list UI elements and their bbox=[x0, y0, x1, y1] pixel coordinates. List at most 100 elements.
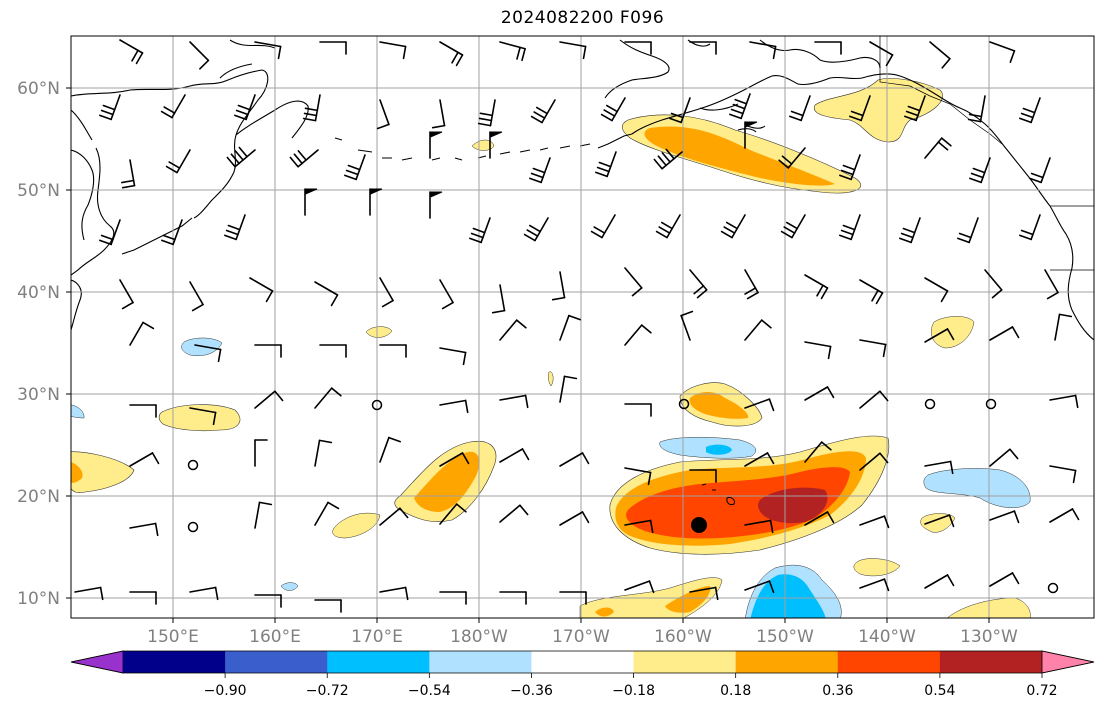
map-title: 2024082200 F096 bbox=[500, 8, 665, 28]
wind-barb bbox=[477, 99, 496, 127]
wind-barb bbox=[249, 277, 274, 303]
colorbar-tick-label: 0.54 bbox=[924, 683, 955, 699]
wind-barb bbox=[99, 219, 121, 246]
wind-barb bbox=[74, 586, 104, 601]
calm-wind-circle bbox=[371, 399, 383, 411]
colorbar-extend-min bbox=[70, 650, 124, 674]
wind-barb bbox=[129, 452, 160, 467]
wind-barb bbox=[120, 159, 136, 189]
shade-positive-32n bbox=[548, 371, 554, 387]
wind-barb bbox=[344, 154, 366, 181]
colorbar-box bbox=[735, 651, 839, 673]
wind-barb bbox=[161, 219, 183, 246]
wind-barb bbox=[319, 344, 347, 358]
wind-barb bbox=[559, 41, 587, 60]
wind-barb bbox=[859, 339, 887, 358]
wind-barb bbox=[439, 399, 469, 414]
wind-barb bbox=[376, 99, 390, 130]
boundaries bbox=[879, 36, 1094, 271]
wind-barb bbox=[439, 41, 464, 67]
wind-barb bbox=[869, 41, 894, 67]
colorbar-tick-label: −0.54 bbox=[408, 683, 451, 699]
wind-barb bbox=[379, 277, 394, 308]
wind-barb bbox=[160, 94, 186, 119]
coast-sakhalin bbox=[71, 147, 115, 276]
wind-barb bbox=[234, 94, 256, 121]
wind-barb bbox=[904, 95, 926, 122]
wind-barb bbox=[804, 341, 832, 360]
colorbar-tick-label: 0.72 bbox=[1026, 683, 1057, 699]
wind-barbs bbox=[74, 39, 1080, 613]
wind-barb bbox=[559, 314, 581, 341]
shade-negative-12n-small bbox=[280, 582, 299, 591]
wind-barb bbox=[439, 452, 470, 467]
wind-barb bbox=[529, 157, 551, 184]
wind-barb bbox=[689, 41, 717, 55]
colorbar-tick-label: −0.18 bbox=[612, 683, 655, 699]
wind-barb bbox=[729, 93, 751, 120]
wind-barb bbox=[689, 586, 719, 601]
colorbar-box bbox=[939, 651, 1043, 673]
shade-positive-dateline-core bbox=[414, 451, 480, 512]
wind-barb bbox=[314, 599, 342, 613]
wind-barb bbox=[967, 95, 986, 123]
colorbar-tick-label: 0.18 bbox=[720, 683, 751, 699]
wind-barb bbox=[859, 452, 889, 471]
wind-barb bbox=[849, 95, 871, 122]
wind-barb bbox=[499, 41, 526, 62]
wind-barb bbox=[129, 404, 157, 418]
wind-barb bbox=[989, 326, 1020, 341]
coast-kuril bbox=[121, 217, 193, 255]
lon-label-160e: 160°E bbox=[249, 627, 301, 647]
wind-barb bbox=[804, 441, 832, 463]
lat-label-20n: 20°N bbox=[17, 487, 60, 507]
wind-barb bbox=[655, 214, 681, 239]
calm-wind-circle bbox=[187, 521, 199, 533]
wind-barb bbox=[859, 515, 890, 529]
shade-positive-bottom-west-core bbox=[665, 586, 711, 613]
colorbar-tick-label: −0.36 bbox=[510, 683, 553, 699]
lon-label-130w: 130°W bbox=[960, 627, 1018, 647]
wind-barb bbox=[189, 41, 210, 70]
wind-barb bbox=[530, 99, 556, 124]
wind-barb bbox=[924, 277, 949, 303]
wind-barb bbox=[744, 580, 775, 594]
wind-barb bbox=[624, 403, 652, 417]
colorbar bbox=[70, 650, 1095, 674]
shade-positive-left-edge-core bbox=[71, 461, 83, 484]
colorbar-box bbox=[633, 651, 737, 673]
wind-barb bbox=[226, 146, 256, 168]
shade-positive-dateline-sw bbox=[332, 512, 381, 539]
colorbar-outline bbox=[70, 650, 1095, 674]
coast-siberia-north bbox=[219, 39, 276, 79]
lon-label-150w: 150°W bbox=[756, 627, 814, 647]
shade-positive-bering-core bbox=[644, 126, 835, 186]
lat-label-10n: 10°N bbox=[17, 589, 60, 609]
shade-negative-left-edge bbox=[71, 404, 85, 419]
wind-barb bbox=[1019, 97, 1041, 124]
colorbar-tick-label: −0.90 bbox=[204, 683, 247, 699]
wind-barb bbox=[429, 191, 443, 219]
wind-barb bbox=[379, 344, 407, 358]
wind-barb bbox=[689, 469, 717, 483]
lat-label-30n: 30°N bbox=[17, 385, 60, 405]
wind-barb bbox=[491, 284, 506, 314]
wind-barb bbox=[429, 131, 443, 159]
wind-barb bbox=[924, 328, 955, 343]
shade-positive-aleutian bbox=[471, 139, 495, 151]
colorbar-box bbox=[327, 651, 430, 673]
wind-barb bbox=[989, 41, 1016, 63]
coast-kodiak bbox=[737, 128, 757, 133]
wind-barb bbox=[194, 344, 222, 363]
wind-barb bbox=[924, 460, 954, 475]
wind-barb bbox=[899, 217, 921, 244]
wind-barb bbox=[839, 154, 861, 181]
wind-barb bbox=[859, 279, 884, 305]
shade-negative-24n-core bbox=[706, 444, 732, 455]
wind-barb bbox=[624, 467, 652, 486]
wind-barb bbox=[439, 347, 467, 366]
wind-barb bbox=[744, 519, 774, 534]
colorbar-box bbox=[123, 651, 226, 673]
wind-barb bbox=[129, 522, 159, 537]
shade-positive-28n-core bbox=[689, 392, 749, 419]
